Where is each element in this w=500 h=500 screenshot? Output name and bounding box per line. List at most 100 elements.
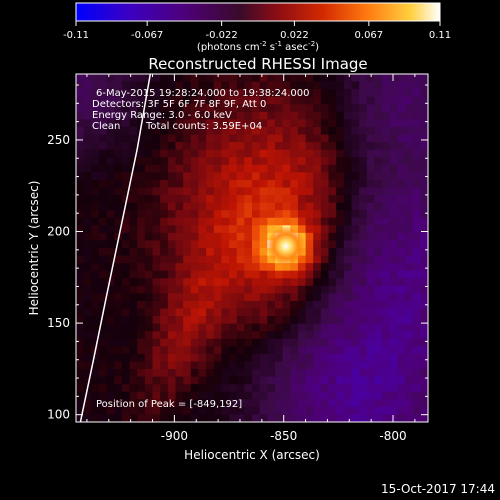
heatmap-cell [83, 111, 92, 120]
heatmap-cell [198, 172, 207, 181]
heatmap-cell [320, 270, 330, 279]
heatmap-cell [290, 119, 299, 128]
heatmap-cell [305, 414, 314, 422]
heatmap-cell [76, 134, 85, 143]
heatmap-cell [160, 111, 169, 120]
heatmap-cell [290, 308, 299, 317]
heatmap-cell [351, 406, 360, 416]
heatmap-cell [76, 187, 85, 196]
heatmap-cell [91, 149, 100, 158]
heatmap-cell [389, 187, 398, 196]
heatmap-cell [213, 81, 222, 90]
heatmap-cell [114, 157, 123, 166]
heatmap-cell [351, 232, 360, 242]
heatmap-cell [405, 293, 414, 302]
heatmap-cell [290, 406, 299, 416]
heatmap-cell [313, 179, 322, 189]
heatmap-cell [236, 285, 245, 294]
heatmap-cell [236, 149, 245, 158]
heatmap-cell [236, 89, 245, 98]
heatmap-cell [405, 142, 414, 151]
heatmap-cell [328, 308, 337, 317]
heatmap-cell [183, 157, 192, 166]
heatmap-cell [244, 195, 253, 204]
heatmap-cell [221, 74, 230, 83]
heatmap-cell [259, 353, 268, 363]
heatmap-cell [175, 187, 184, 196]
heatmap-cell [121, 300, 131, 310]
heatmap-cell [152, 225, 161, 234]
heatmap-cell [129, 369, 138, 378]
heatmap-cell [267, 179, 276, 189]
heatmap-cell [114, 369, 123, 378]
heatmap-cell [221, 179, 230, 189]
heatmap-cell [366, 270, 376, 279]
heatmap-cell [259, 308, 268, 317]
heatmap-cell [405, 149, 414, 158]
heatmap-cell [183, 391, 192, 400]
heatmap-cell [190, 172, 200, 181]
heatmap-cell [129, 384, 138, 393]
heatmap-cell [83, 217, 92, 226]
heatmap-cell [76, 391, 85, 400]
heatmap-cell [305, 369, 314, 378]
heatmap-cell [167, 323, 177, 332]
heatmap-cell [144, 202, 154, 211]
heatmap-cell [328, 172, 337, 181]
heatmap-cell [405, 81, 414, 90]
heatmap-cell [328, 323, 337, 332]
heatmap-cell [114, 316, 123, 325]
heatmap-cell [229, 195, 238, 204]
heatmap-cell [206, 126, 215, 136]
heatmap-cell [221, 232, 230, 242]
heatmap-cell [320, 414, 330, 422]
heatmap-cell [320, 111, 330, 120]
heatmap-cell [366, 300, 376, 310]
heatmap-cell [366, 293, 376, 302]
heatmap-cell [106, 353, 115, 363]
heatmap-cell [144, 225, 154, 234]
heatmap-cell [297, 202, 307, 211]
heatmap-cell [259, 278, 268, 287]
heatmap-cell [152, 255, 161, 264]
heatmap-cell [98, 391, 108, 400]
heatmap-cell [252, 353, 261, 363]
heatmap-cell [144, 308, 154, 317]
heatmap-cell [221, 270, 230, 279]
heatmap-cell [290, 89, 299, 98]
heatmap-cell [320, 179, 330, 189]
heatmap-cell [244, 202, 253, 211]
heatmap-cell [412, 232, 421, 242]
heatmap-cell [328, 187, 337, 196]
heatmap-cell [244, 361, 253, 370]
heatmap-cell [213, 164, 222, 173]
heatmap-cell [98, 316, 108, 325]
heatmap-cell [206, 74, 215, 83]
heatmap-cell [282, 149, 291, 158]
heatmap-cell [83, 225, 92, 234]
heatmap-cell [252, 232, 261, 242]
heatmap-cell [98, 217, 108, 226]
heatmap-cell [412, 346, 421, 355]
heatmap-cell [106, 172, 115, 181]
heatmap-cell [167, 187, 177, 196]
heatmap-cell [144, 361, 154, 370]
heatmap-cell [382, 285, 391, 294]
heatmap-cell [190, 217, 200, 226]
heatmap-cell [121, 331, 131, 340]
heatmap-cell [83, 89, 92, 98]
heatmap-cell [91, 255, 100, 264]
heatmap-cell [106, 255, 115, 264]
heatmap-cell [236, 217, 245, 226]
heatmap-cell [183, 263, 192, 272]
heatmap-cell [359, 399, 368, 408]
heatmap-cell [382, 202, 391, 211]
heatmap-cell [397, 346, 406, 355]
heatmap-cell [190, 263, 200, 272]
heatmap-cell [98, 270, 108, 279]
heatmap-cell [183, 323, 192, 332]
heatmap-cell [221, 278, 230, 287]
heatmap-cell [313, 240, 322, 249]
heatmap-cell [313, 195, 322, 204]
heatmap-cell [244, 255, 253, 264]
